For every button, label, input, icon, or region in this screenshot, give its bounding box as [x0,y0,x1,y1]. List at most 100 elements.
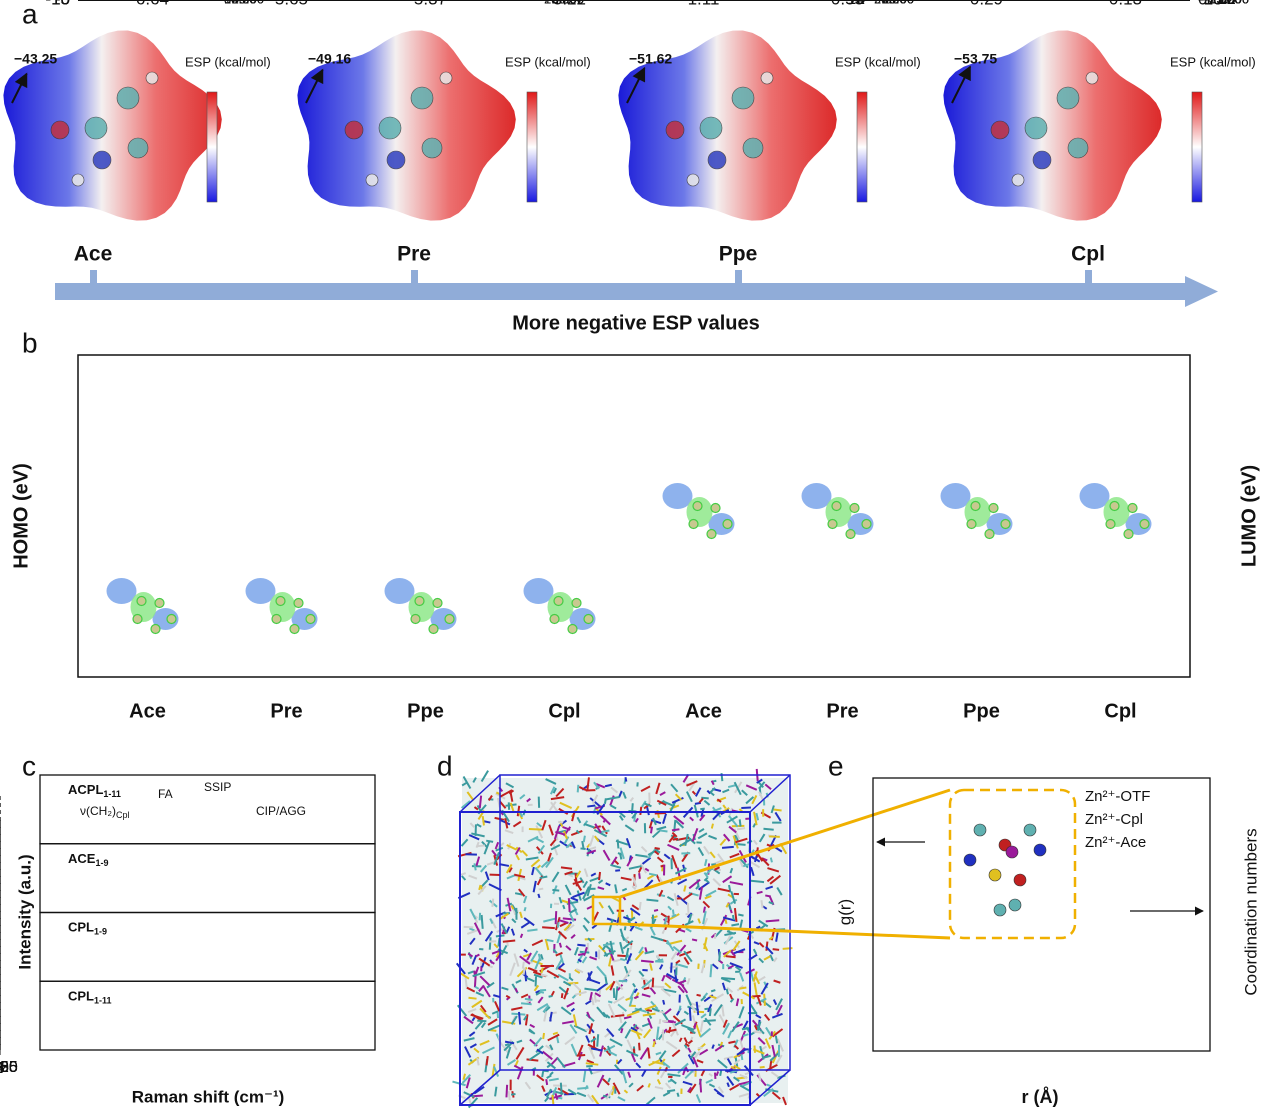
molecule-stick [689,1051,697,1059]
molecule-stick [606,796,620,801]
molecule-stick [512,820,522,828]
molecule-stick [506,1059,517,1066]
molecule-stick [760,857,770,867]
molecule-stick [760,900,764,909]
molecule-stick [727,1030,733,1039]
molecule-stick [756,778,763,784]
atom [444,613,455,625]
x-tick-label: Ace [685,700,722,722]
orbital-lobe [291,608,318,630]
molecule-stick [694,787,702,797]
molecule-stick [699,814,706,822]
molecule-stick [644,947,648,953]
molecule-stick [561,899,569,904]
molecule-stick [653,908,659,912]
molecule-stick [724,918,728,924]
molecule-stick [603,949,616,957]
orbital-lobe [569,608,596,630]
marker-text: SSIP [204,780,231,794]
molecule-stick [766,843,772,848]
molecule-stick [475,953,480,958]
molecule-stick [523,917,535,927]
molecule-stick [768,901,774,905]
molecule-stick [708,834,718,840]
molecule-stick [758,975,766,982]
marker-label: CIP/AGG [256,804,306,818]
molecule-stick [742,1033,749,1037]
orbital-lobe [847,513,874,535]
y-tick-label: -15 [45,0,70,8]
atom [432,597,443,609]
molecule-stick [665,1040,678,1050]
molecule-stick [758,957,765,964]
molecule-stick [702,900,711,909]
molecule-stick [531,866,535,876]
molecule-stick [463,1091,475,1098]
molecule-stick [619,847,625,860]
molecule-stick [728,815,739,828]
molecule-stick [481,816,485,826]
y-axis-label: g(r) [835,899,854,925]
x-tick-label: 4 [0,1060,5,1077]
molecule-stick [617,1003,628,1012]
molecule-stick [540,953,544,960]
molecule-stick [474,966,480,976]
molecule-stick [765,894,771,898]
molecule-stick [673,815,685,825]
molecule-stick [733,1058,741,1066]
molecule-stick [638,970,645,978]
molecule-stick [724,934,732,946]
molecule-stick [526,952,532,961]
molecule-stick [467,970,474,975]
molecule-stick [667,1019,674,1023]
molecule-stick [750,861,761,869]
molecule-stick [528,827,543,831]
molecule-stick [641,800,647,808]
molecule-stick [562,825,571,831]
colorbar-tick-label: 35.00 [224,0,257,6]
molecule-stick [671,796,684,804]
molecule-stick [709,994,717,1000]
molecule-stick [703,1019,716,1023]
min-esp-label: −43.25 [14,51,57,67]
molecule-stick [638,901,642,911]
molecule-stick [634,926,643,931]
molecule-stick [500,923,508,935]
molecule-stick [618,790,623,798]
value-label: −5.65 [265,0,308,8]
molecule-stick [573,1024,588,1033]
y2-tick-label: 9 [1218,0,1227,8]
molecule-stick [703,872,709,879]
y-tick-label: 8 [856,0,865,8]
molecule-stick [463,1015,474,1025]
molecule-stick [653,850,660,856]
min-esp-arrow [11,72,28,104]
molecule-stick [731,948,746,955]
molecule-stick [605,1088,614,1100]
colorbar-label: ESP (kcal/mol) [1170,54,1256,69]
molecule-stick [728,904,732,911]
molecule-stick [646,874,655,880]
molecule-stick [655,958,664,963]
molecule-stick [697,832,708,840]
molecule-stick [637,1026,644,1032]
molecule-stick [526,999,531,1004]
molecule-stick [489,960,495,965]
atom [692,500,703,512]
molecule-stick [765,885,774,890]
molecule-stick [505,1084,509,1098]
molecule-stick [745,796,755,805]
molecule-stick [619,957,626,962]
molecule-stick [549,786,556,795]
molecule-stick [708,1008,712,1017]
molecule-stick [582,1070,587,1083]
molecule-stick [750,879,765,884]
esp-surface [297,30,516,221]
molecule-stick [626,856,634,867]
molecule-stick [583,917,590,924]
molecule-stick [776,1038,784,1052]
molecule-stick [695,885,700,890]
molecule-stick [562,904,566,910]
x-tick-label: Cpl [1104,700,1136,722]
molecule-stick [582,835,586,843]
